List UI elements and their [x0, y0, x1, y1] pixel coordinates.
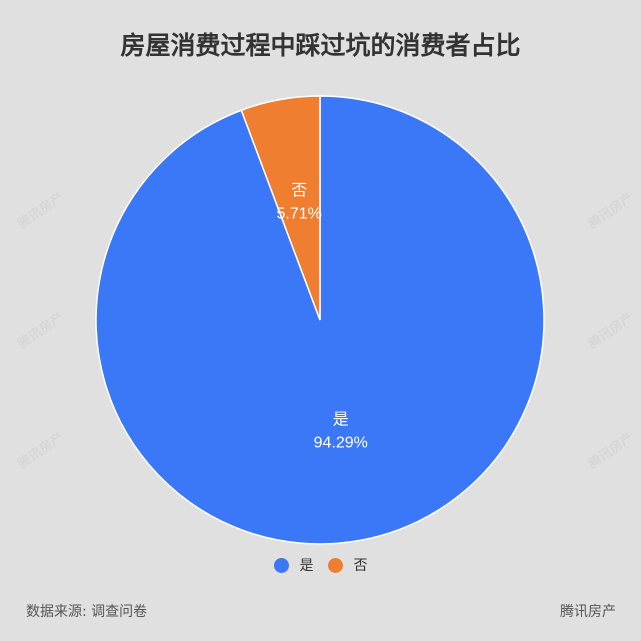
legend-label-yes: 是 [299, 558, 314, 574]
pie-slice-no[interactable] [240, 95, 321, 321]
legend-item-no[interactable]: 否 [327, 555, 368, 575]
slice-label-yes: 是 [333, 412, 349, 429]
brand-label: 腾讯房产 [560, 604, 616, 620]
slice-label-no: 否 [291, 182, 307, 199]
legend-label-no: 否 [353, 558, 368, 574]
legend-swatch-yes [273, 557, 289, 573]
slice-value-yes: 94.29% [314, 435, 368, 452]
slice-value-no: 5.71% [277, 205, 322, 222]
chart-title: 房屋消费过程中踩过坑的消费者占比 [120, 31, 521, 60]
data-source: 数据来源: 调查问卷 [26, 604, 148, 620]
legend: 是 否 [273, 555, 368, 575]
legend-swatch-no [327, 557, 343, 573]
legend-item-yes[interactable]: 是 [273, 555, 314, 575]
